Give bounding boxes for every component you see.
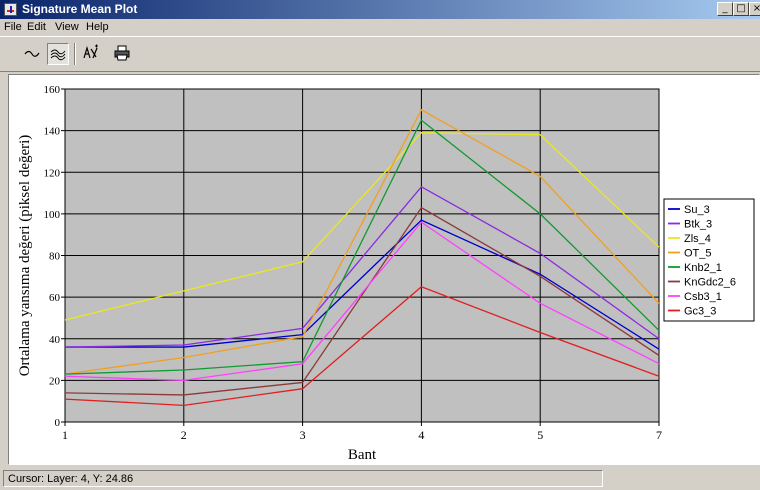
y-tick-label: 60 — [49, 292, 61, 304]
legend-label: Su_3 — [684, 204, 710, 216]
menu-help[interactable]: Help — [86, 20, 109, 34]
multi-wave-icon — [48, 44, 68, 64]
menu-view[interactable]: View — [55, 20, 79, 34]
toolbar — [0, 36, 760, 72]
x-tick-label: 3 — [300, 428, 306, 442]
legend-label: Zls_4 — [684, 233, 711, 245]
band-select-icon — [81, 43, 101, 63]
signature-chart[interactable]: 0 20 40 60 80 100 120 140 160 1 2 3 4 5 7 Bant Ortala… — [9, 75, 759, 464]
y-axis-label: Ortalama yansıma değeri (piksel değeri) — [17, 135, 33, 377]
x-tick-label: 7 — [656, 428, 662, 442]
y-tick-label: 160 — [44, 84, 61, 96]
y-tick-label: 140 — [44, 126, 61, 138]
y-tick-label: 20 — [49, 375, 61, 387]
menu-edit[interactable]: Edit — [27, 20, 46, 34]
status-panel: Cursor: Layer: 4, Y: 24.86 — [3, 470, 603, 487]
legend-label: Csb3_1 — [684, 291, 722, 303]
legend: Su_3 Btk_3 Zls_4 OT_5 Knb2_1 KnGdc2_6 Csb3_1 Gc… — [664, 199, 754, 321]
y-tick-label: 100 — [44, 209, 61, 221]
legend-label: Knb2_1 — [684, 262, 722, 274]
y-tick-label: 80 — [49, 251, 61, 263]
line-mode-button[interactable] — [22, 43, 44, 65]
legend-label: Btk_3 — [684, 219, 712, 231]
print-button[interactable] — [112, 43, 134, 65]
y-tick-label: 40 — [49, 334, 61, 346]
toolbar-separator — [74, 43, 76, 65]
x-tick-label: 1 — [62, 428, 68, 442]
title-bar[interactable]: Signature Mean Plot _ □ × — [0, 0, 760, 19]
close-button[interactable]: × — [749, 2, 760, 16]
cursor-status-text: Cursor: Layer: 4, Y: 24.86 — [8, 472, 133, 486]
menu-bar: File Edit View Help — [0, 19, 760, 36]
printer-icon — [112, 43, 132, 63]
menu-file[interactable]: File — [4, 20, 22, 34]
minimize-button[interactable]: _ — [717, 2, 733, 16]
maximize-button[interactable]: □ — [733, 2, 749, 16]
x-tick-label: 4 — [418, 428, 424, 442]
status-bar: Cursor: Layer: 4, Y: 24.86 — [0, 468, 760, 490]
x-tick-label: 2 — [181, 428, 187, 442]
legend-label: Gc3_3 — [684, 306, 716, 318]
x-axis-label: Bant — [348, 447, 377, 463]
app-icon — [4, 3, 17, 16]
window-title: Signature Mean Plot — [22, 2, 137, 17]
legend-label: KnGdc2_6 — [684, 277, 736, 289]
select-bands-button[interactable] — [81, 43, 103, 65]
legend-label: OT_5 — [684, 248, 712, 260]
plot-area: 0 20 40 60 80 100 120 140 160 1 2 3 4 5 7 Bant Ortala… — [8, 74, 760, 465]
multi-line-mode-button[interactable] — [47, 43, 69, 65]
x-tick-label: 5 — [537, 428, 543, 442]
wave-line-icon — [22, 43, 42, 63]
y-tick-label: 0 — [55, 417, 61, 429]
y-tick-label: 120 — [44, 167, 61, 179]
